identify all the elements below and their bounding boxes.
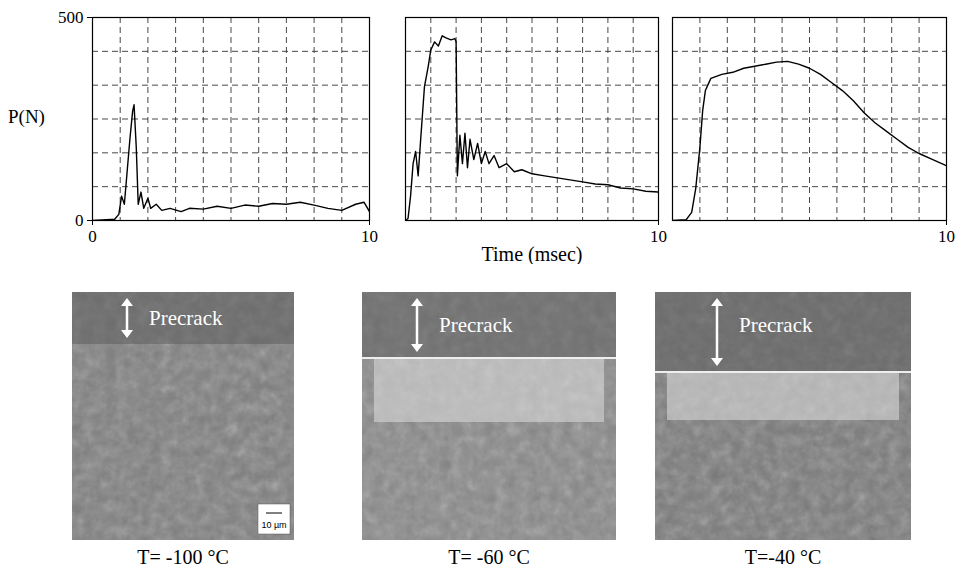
svg-text:Time (msec): Time (msec) xyxy=(482,243,583,265)
svg-text:Precrack: Precrack xyxy=(739,313,813,337)
svg-text:10: 10 xyxy=(938,227,955,246)
html-text:T= -100 °C: T= -100 °C xyxy=(137,546,229,568)
svg-text:500: 500 xyxy=(58,8,84,27)
svg-text:Precrack: Precrack xyxy=(439,313,513,337)
svg-text:0: 0 xyxy=(75,211,84,230)
svg-text:10: 10 xyxy=(650,227,667,246)
svg-text:Precrack: Precrack xyxy=(149,306,223,330)
html-text:P(N): P(N) xyxy=(8,106,45,127)
html-text:T=-40 °C: T=-40 °C xyxy=(744,546,822,568)
html-text:T= -60 °C: T= -60 °C xyxy=(448,546,530,568)
svg-text:10: 10 xyxy=(361,227,378,246)
svg-text:10 µm: 10 µm xyxy=(261,520,286,530)
svg-text:0: 0 xyxy=(88,227,97,246)
